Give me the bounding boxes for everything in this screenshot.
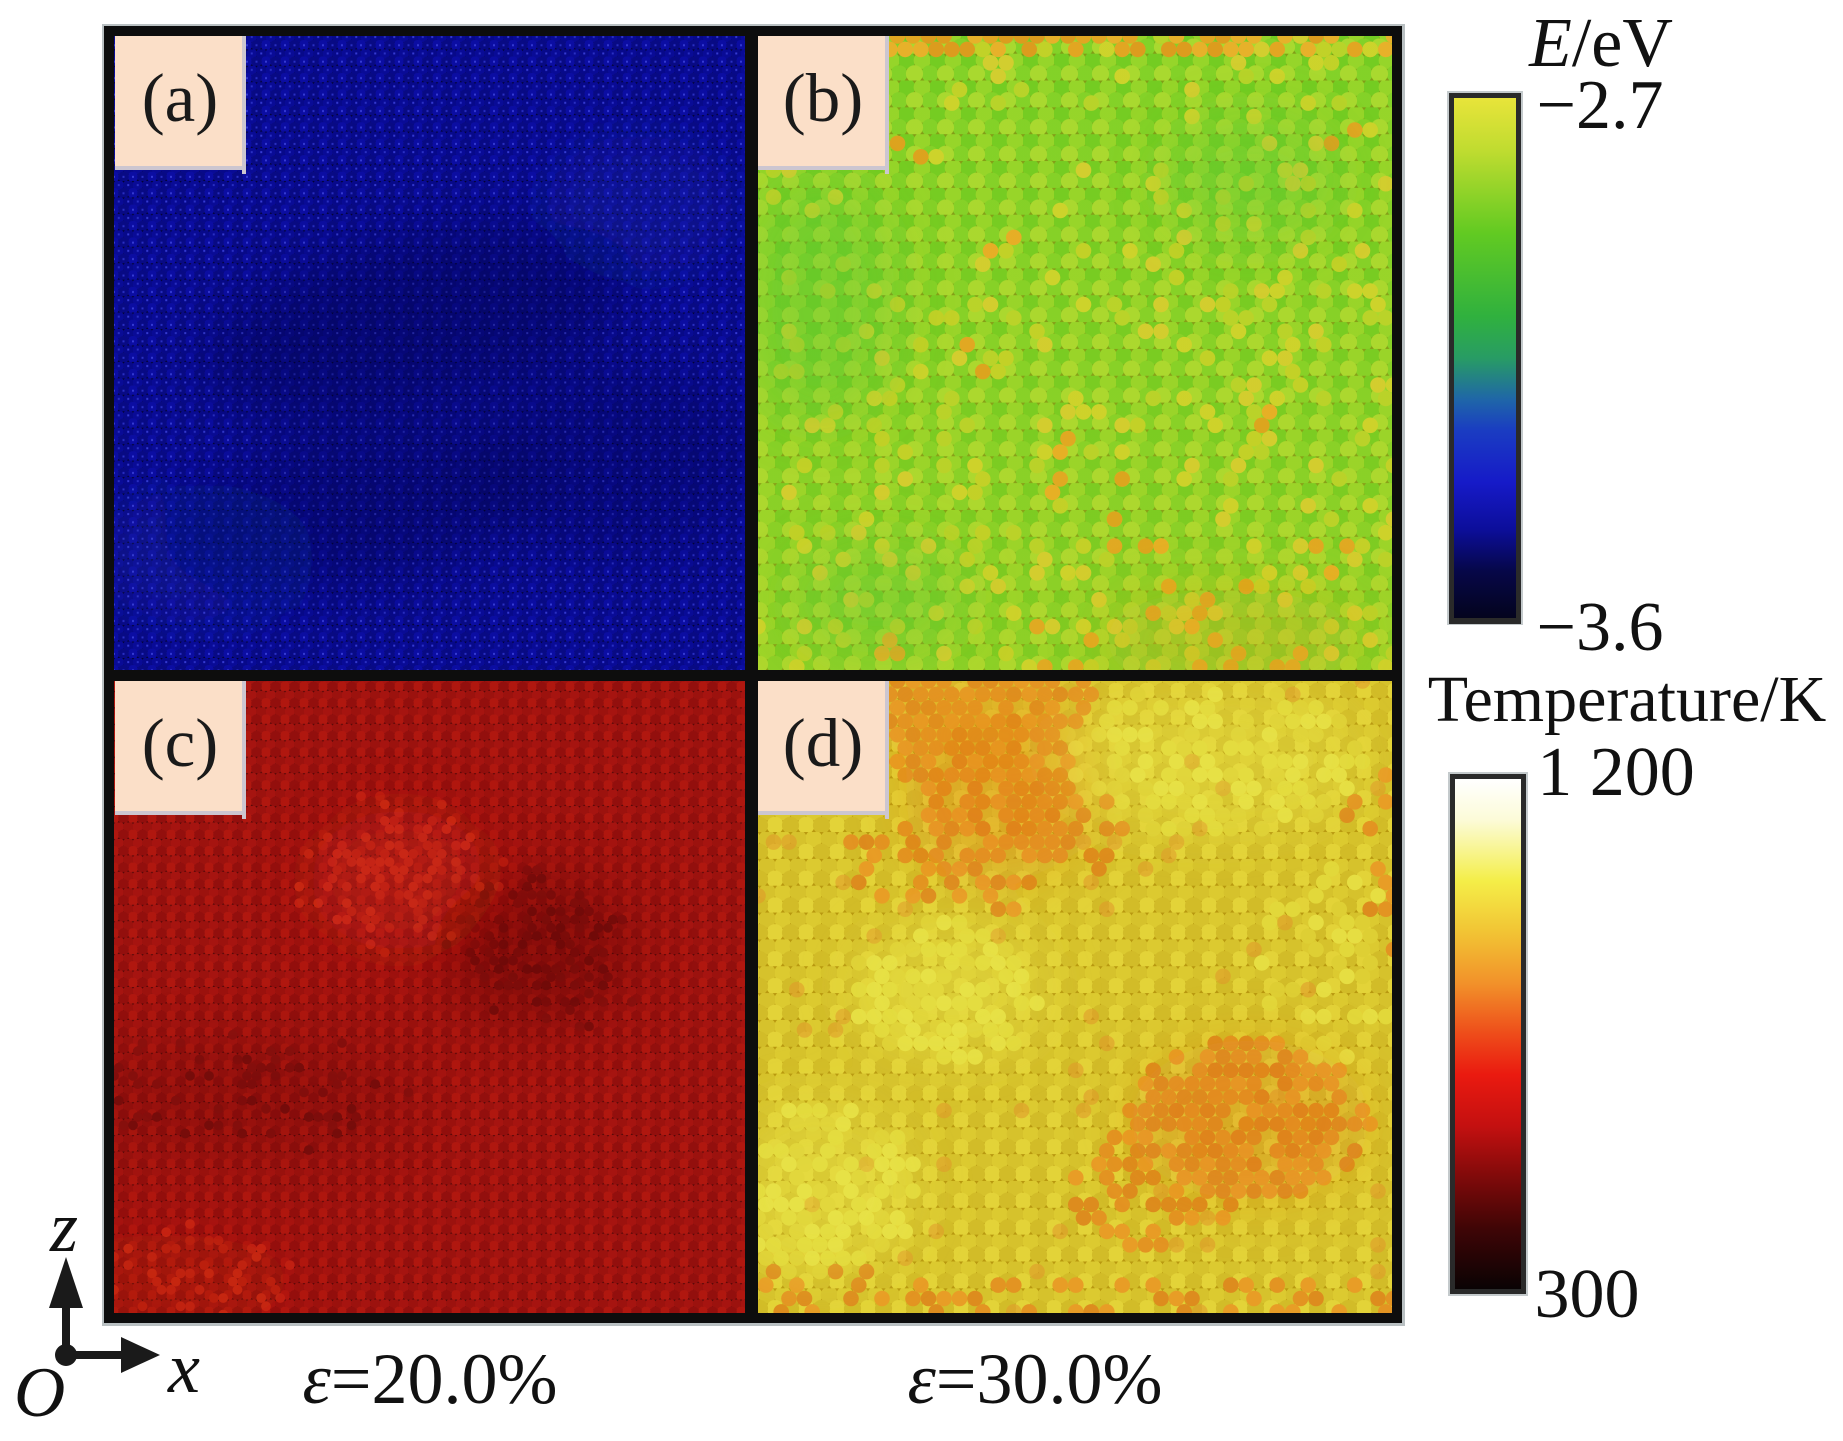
svg-text:ε=30.0%: ε=30.0%: [908, 1339, 1163, 1419]
svg-text:O: O: [14, 1354, 65, 1432]
svg-text:x: x: [167, 1328, 200, 1408]
svg-text:E/eV: E/eV: [1528, 5, 1673, 82]
svg-text:Temperature/K: Temperature/K: [1428, 663, 1827, 736]
svg-text:1 200: 1 200: [1537, 734, 1695, 811]
svg-text:(b): (b): [783, 60, 863, 136]
svg-text:−3.6: −3.6: [1537, 589, 1664, 666]
svg-text:300: 300: [1535, 1256, 1640, 1333]
svg-text:ε=20.0%: ε=20.0%: [303, 1339, 558, 1419]
svg-text:(d): (d): [783, 705, 863, 781]
svg-text:z: z: [49, 1187, 78, 1267]
svg-text:−2.7: −2.7: [1537, 67, 1664, 144]
svg-text:(a): (a): [142, 60, 219, 136]
svg-text:(c): (c): [142, 705, 219, 781]
